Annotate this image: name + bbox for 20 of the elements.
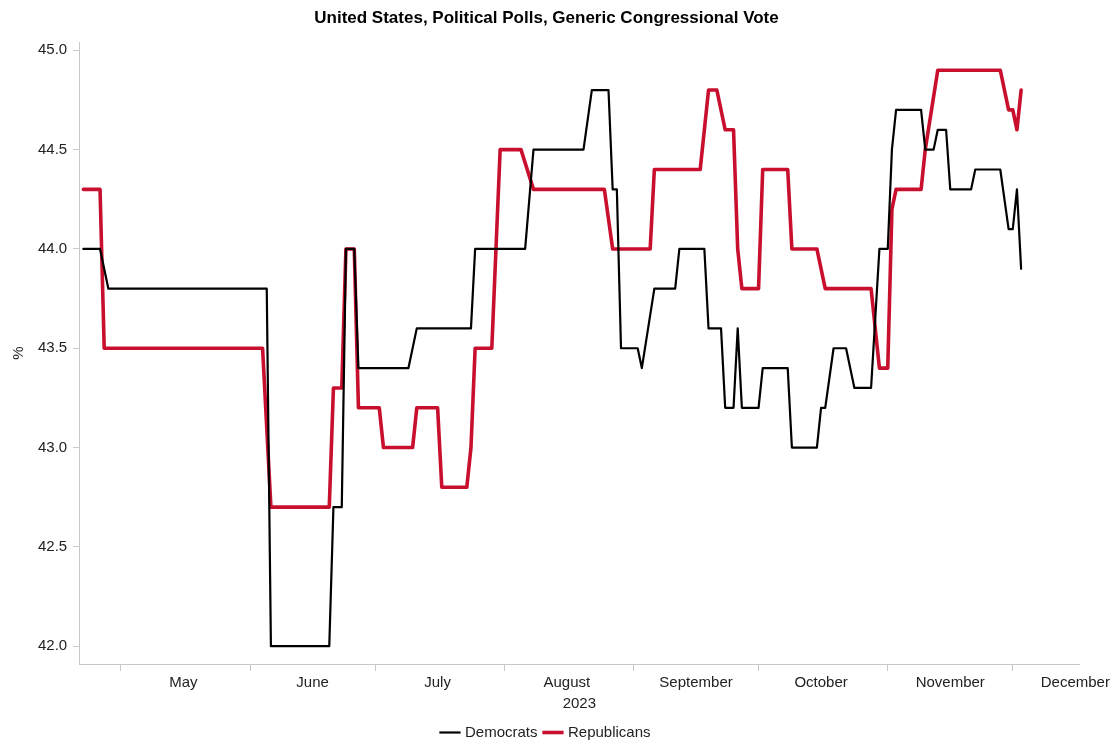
y-tick-label: 44.5	[37, 139, 68, 157]
y-tick-label: 43.5	[37, 338, 68, 356]
x-tick-label: September	[659, 673, 733, 691]
x-axis-title: 2023	[562, 694, 597, 712]
legend-label: Republicans	[567, 722, 651, 740]
x-tick-label: May	[169, 673, 199, 691]
y-tick-label: 45.0	[37, 40, 68, 58]
y-tick-label: 43.0	[37, 437, 68, 455]
x-tick-label: July	[424, 673, 452, 691]
legend-label: Democrats	[464, 722, 538, 740]
x-tick-label: June	[296, 673, 329, 691]
y-axis-title: %	[9, 346, 27, 360]
x-tick-label: November	[915, 673, 985, 691]
x-tick-label: December	[1040, 673, 1110, 691]
y-tick-label: 44.0	[37, 239, 68, 257]
y-tick-label: 42.0	[37, 636, 68, 654]
chart-title: United States, Political Polls, Generic Congressional Vote	[314, 7, 779, 27]
x-tick-label: August	[543, 673, 592, 691]
y-tick-label: 42.5	[37, 536, 68, 554]
x-tick-label: October	[794, 673, 848, 691]
